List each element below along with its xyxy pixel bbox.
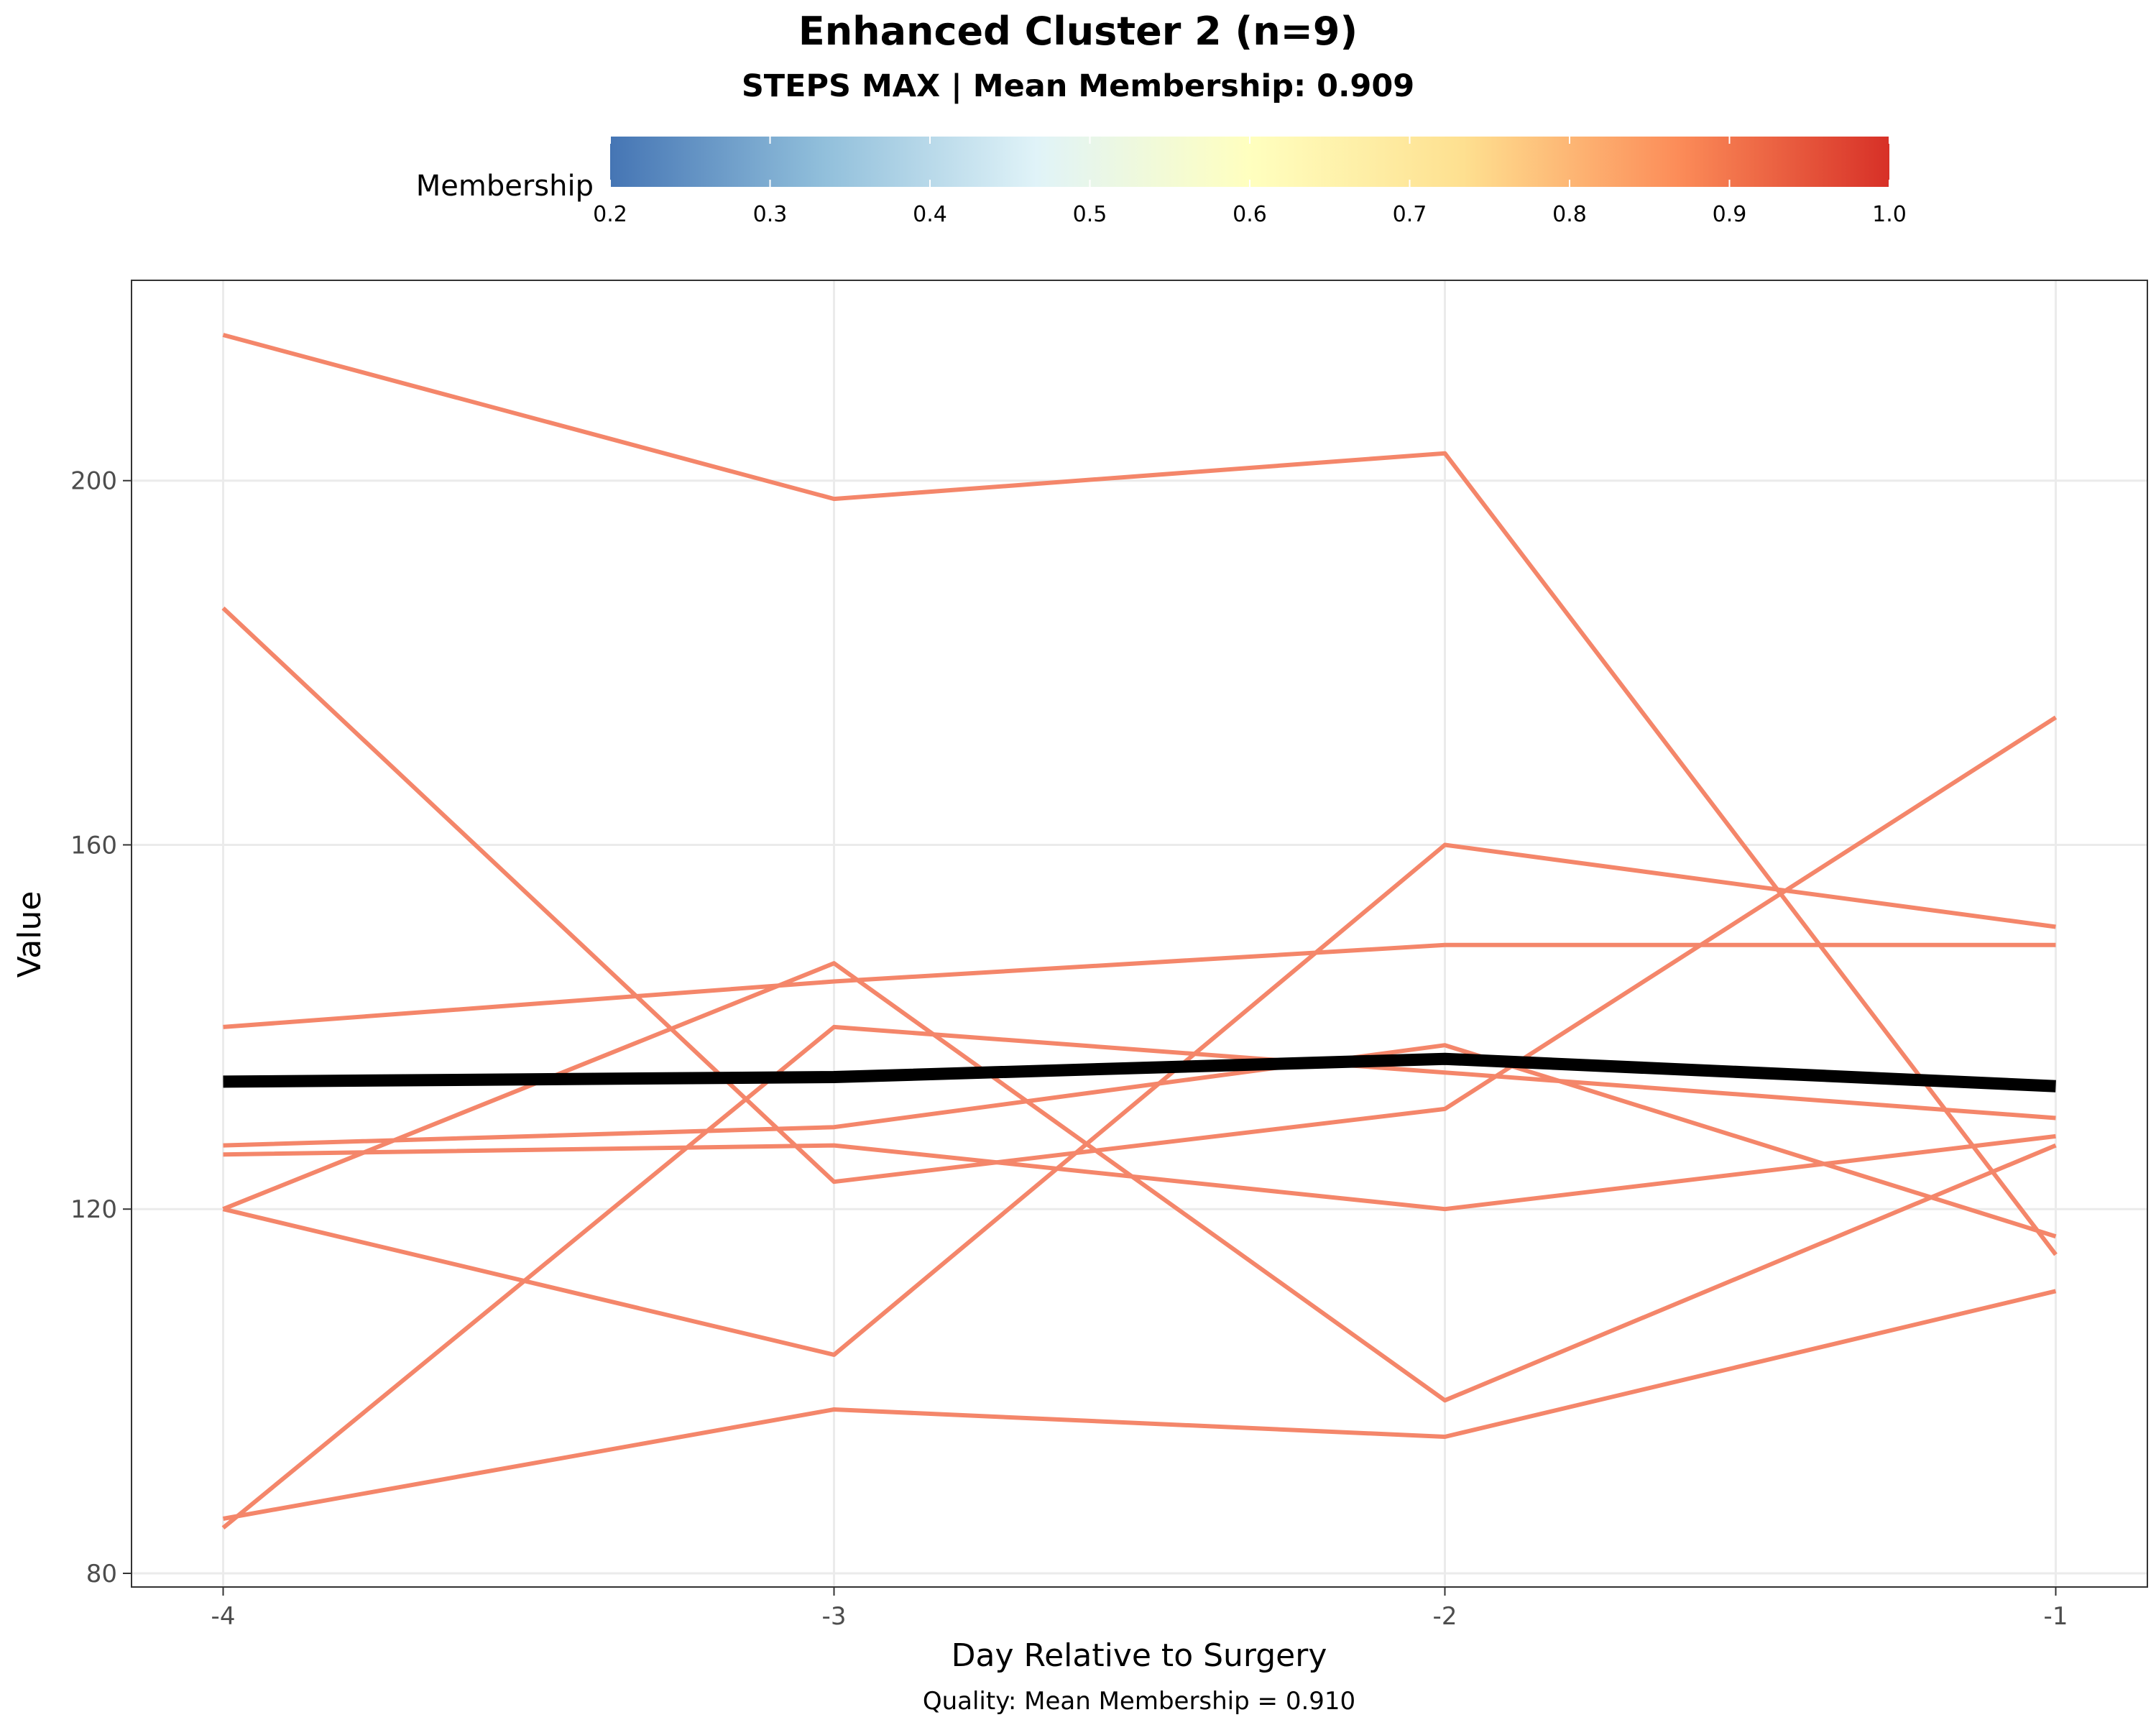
series-line-6 (222, 961, 2057, 1403)
x-tick-label: -3 (822, 1602, 847, 1631)
y-tick-label: 80 (86, 1560, 117, 1588)
mean-line (223, 1052, 2056, 1092)
y-tick-label: 160 (70, 831, 117, 860)
series-line-5 (223, 1133, 2056, 1212)
series-line-7 (222, 842, 2056, 1357)
x-tick-label: -1 (2044, 1602, 2068, 1631)
plot-border (131, 280, 2148, 1588)
x-axis-title: Day Relative to Surgery (952, 1637, 1327, 1674)
x-tick-label: -4 (211, 1602, 236, 1631)
y-tick-label: 200 (70, 467, 117, 496)
legend-tick-label: 0.8 (1552, 202, 1587, 227)
legend-tick-label: 0.4 (913, 202, 947, 227)
y-axis-title: Value (11, 891, 48, 978)
series-line-2 (221, 606, 2058, 1184)
series-line-8 (221, 1024, 2056, 1530)
series-line-1 (222, 333, 2058, 1256)
series-lines (221, 333, 2058, 1530)
series-line-3 (223, 942, 2056, 1029)
mean-line-group (223, 1052, 2056, 1092)
chart-subtitle: STEPS MAX | Mean Membership: 0.909 (742, 68, 1414, 104)
legend-tick-label: 0.7 (1393, 202, 1427, 227)
legend-colorbar (610, 137, 1889, 187)
legend-tick-label: 0.9 (1713, 202, 1747, 227)
series-line-4 (223, 1043, 2057, 1239)
legend-tick-label: 1.0 (1872, 202, 1907, 227)
x-tick-label: -2 (1433, 1602, 1457, 1631)
membership-legend: Membership 0.2 0.3 0.4 0.5 0.6 0.7 0.8 0.9 1.0 (416, 137, 1907, 227)
chart-title: Enhanced Cluster 2 (n=9) (798, 9, 1358, 54)
legend-tick-label: 0.2 (593, 202, 627, 227)
legend-title: Membership (416, 170, 594, 203)
series-line-9 (222, 1289, 2057, 1521)
chart-caption: Quality: Mean Membership = 0.910 (923, 1687, 1355, 1716)
x-axis: -4 -3 -2 -1 (211, 1587, 2068, 1631)
legend-tick-label: 0.6 (1233, 202, 1267, 227)
y-tick-label: 120 (70, 1195, 117, 1224)
y-axis: 80 120 160 200 (70, 467, 132, 1588)
legend-tick-label: 0.5 (1073, 202, 1107, 227)
legend-tick-label: 0.3 (753, 202, 788, 227)
